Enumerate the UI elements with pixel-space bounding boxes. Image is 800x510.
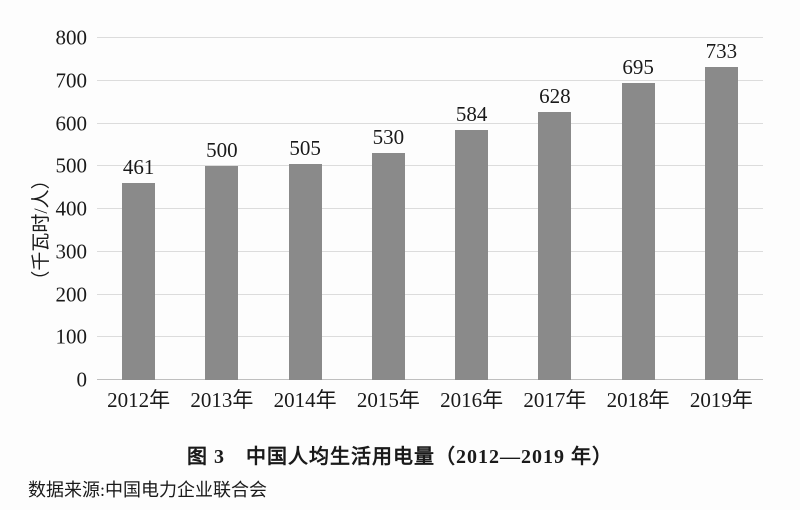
y-tick-label: 0 (76, 367, 88, 392)
chart-title: 图 3 中国人均生活用电量（2012—2019 年） (187, 446, 613, 468)
bar-value-label: 505 (289, 136, 321, 161)
x-axis-label: 2015年 (356, 388, 420, 412)
bar-slot: 695 (597, 38, 680, 380)
bar-slot: 628 (513, 38, 596, 380)
y-tick-label: 800 (55, 25, 88, 50)
bar (455, 130, 489, 380)
gridline-300 (97, 250, 763, 252)
gridline-400 (97, 208, 763, 209)
gridline-600 (97, 122, 763, 124)
gridline-500 (97, 165, 763, 167)
y-tick-label: 600 (55, 111, 88, 135)
x-axis-label: 2017年 (523, 388, 587, 412)
bar-value-label: 584 (455, 102, 488, 127)
bar (621, 82, 655, 380)
y-tick-label: 400 (55, 196, 88, 221)
bar (122, 182, 156, 380)
y-tick-label: 500 (55, 153, 88, 178)
y-axis-tick-labels: 0 100 200 300 400 500 600 700 800 (0, 27, 88, 390)
bar-value-label: 628 (539, 83, 571, 108)
bar-value-label: 461 (122, 154, 155, 179)
bar-slot: 584 (430, 38, 513, 380)
bar-slot: 733 (680, 38, 763, 380)
bar-value-label: 530 (372, 125, 405, 150)
bar-value-label: 733 (705, 38, 738, 63)
bar-value-label: 695 (622, 54, 654, 79)
bar-slot: 505 (264, 38, 347, 380)
x-axis-label: 2012年 (107, 388, 171, 412)
x-axis-label: 2013年 (190, 388, 254, 412)
x-axis-label: 2016年 (440, 388, 504, 412)
gridline-100 (97, 336, 763, 338)
bar (288, 164, 322, 380)
bar (538, 111, 572, 380)
bars-container: 461 500 505 530 584 628 695 733 (97, 38, 763, 380)
x-axis-label: 2019年 (689, 388, 753, 412)
bar-slot: 530 (347, 38, 430, 380)
y-tick-label: 100 (55, 324, 88, 349)
bar-value-label: 500 (206, 138, 238, 163)
x-axis-labels: 2012年 2013年 2014年 2015年 2016年 2017年 2018年 2019年 (97, 388, 763, 412)
gridline-0 (97, 379, 763, 380)
gridline-800 (97, 37, 763, 38)
y-tick-label: 200 (55, 282, 88, 306)
y-tick-label: 300 (55, 239, 88, 264)
bar (371, 153, 405, 380)
source-note: 数据来源:中国电力企业联合会 (28, 480, 267, 500)
bar (704, 66, 738, 380)
x-axis-label: 2018年 (606, 388, 670, 412)
y-tick-label: 700 (55, 68, 88, 93)
bar-slot: 500 (180, 38, 263, 380)
plot-area: 461 500 505 530 584 628 695 733 (97, 37, 763, 380)
bar (205, 166, 239, 380)
gridline-200 (97, 293, 763, 295)
bar-slot: 461 (97, 38, 180, 380)
x-axis-label: 2014年 (273, 388, 337, 412)
gridline-700 (97, 79, 763, 81)
